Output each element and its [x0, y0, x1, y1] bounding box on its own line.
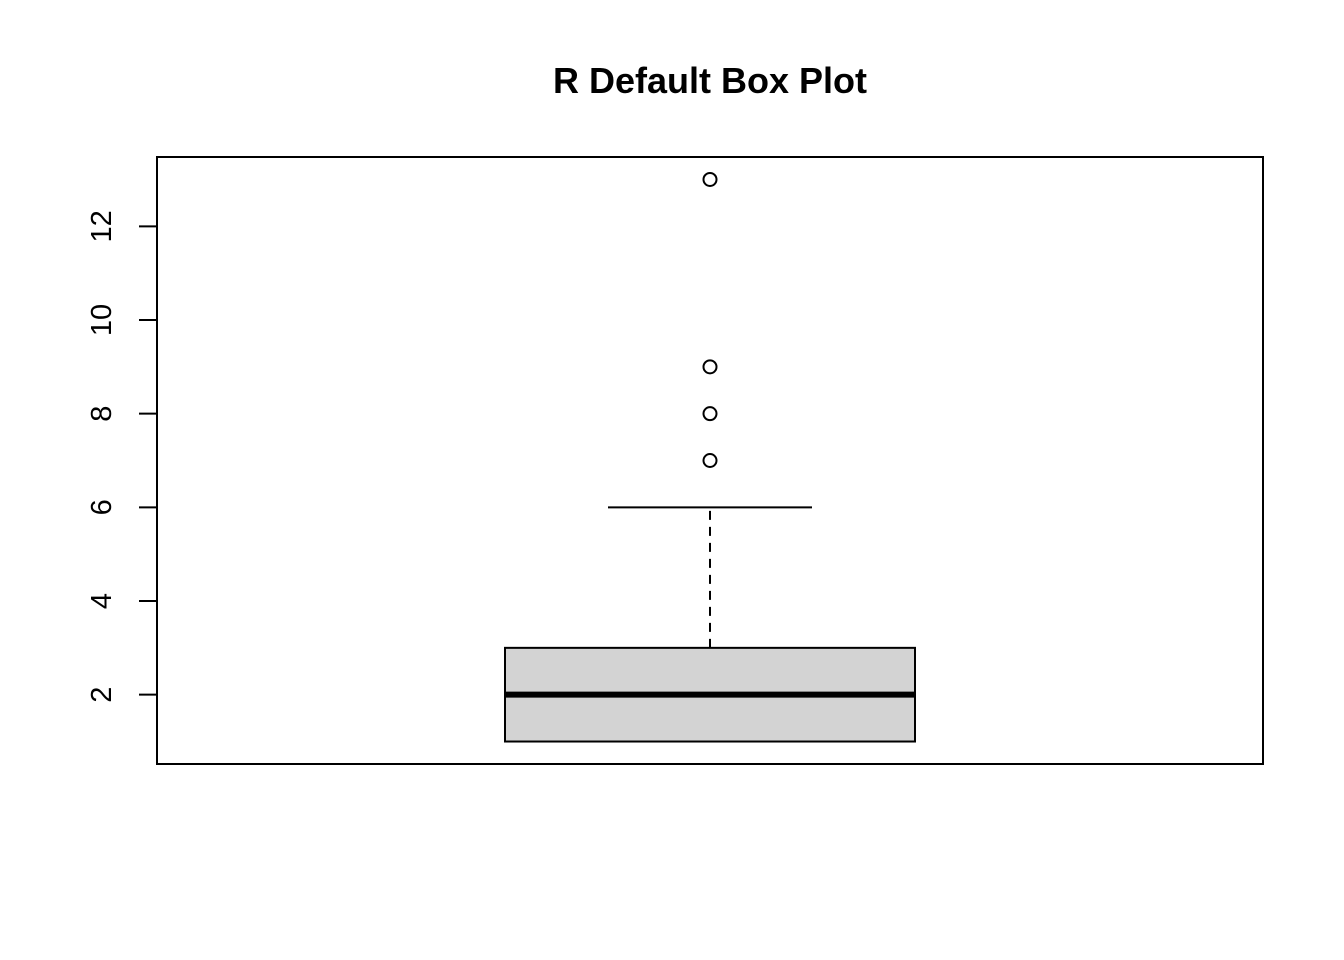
outlier-point: [702, 171, 718, 187]
y-tick-label: 4: [86, 593, 118, 609]
y-axis: 2 4 6 8 10 12: [86, 210, 158, 703]
y-tick-label: 8: [86, 406, 118, 422]
outlier-point: [702, 406, 718, 422]
outlier-point: [702, 453, 718, 468]
chart-title: R Default Box Plot: [553, 60, 867, 101]
outlier-point: [702, 359, 718, 375]
box-group: [504, 506, 916, 743]
outlier-group: [702, 171, 718, 468]
y-tick-label: 12: [86, 210, 118, 242]
y-tick-label: 2: [86, 687, 118, 703]
y-tick-label: 6: [86, 499, 118, 515]
y-tick-label: 10: [86, 304, 118, 336]
